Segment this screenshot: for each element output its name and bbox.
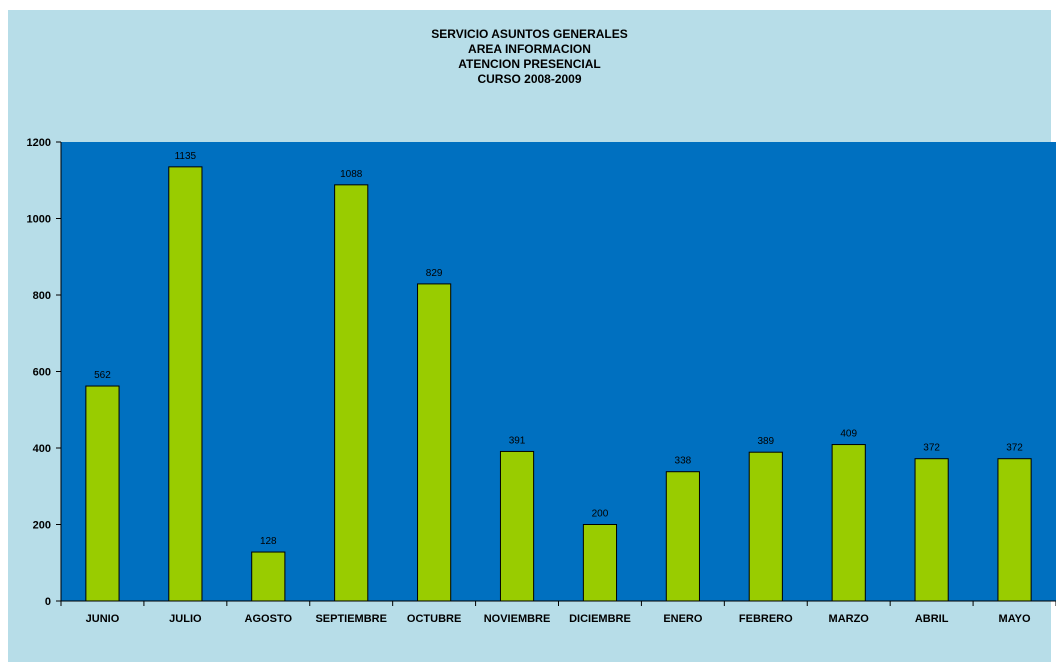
x-tick-label-septiembre: SEPTIEMBRE [315,613,387,625]
data-label-abril: 372 [923,443,940,454]
x-tick-label-junio: JUNIO [86,613,120,625]
x-tick-label-octubre: OCTUBRE [407,613,461,625]
y-tick-label: 200 [33,520,51,532]
data-label-noviembre: 391 [509,435,526,446]
bar-septiembre [334,184,369,602]
x-tick-label-julio: JULIO [169,613,202,625]
bar-abril [914,458,949,602]
bar-febrero [748,451,783,602]
x-tick-label-mayo: MAYO [999,613,1031,625]
chart-title: SERVICIO ASUNTOS GENERALES AREA INFORMAC… [8,27,1051,87]
chart-title-line-3: ATENCION PRESENCIAL [458,57,601,71]
data-label-agosto: 128 [260,536,277,547]
bar-agosto [251,551,286,602]
x-tick-label-febrero: FEBRERO [739,613,793,625]
y-tick-label: 600 [33,367,51,379]
bar-mayo [997,458,1032,602]
y-tick-label: 800 [33,290,51,302]
y-tick-label: 0 [45,596,51,608]
y-tick-label: 400 [33,443,51,455]
x-tick-label-noviembre: NOVIEMBRE [484,613,551,625]
data-label-marzo: 409 [840,429,857,440]
chart-title-line-4: CURSO 2008-2009 [477,72,582,86]
chart-title-line-1: SERVICIO ASUNTOS GENERALES [431,27,628,41]
x-tick-label-abril: ABRIL [915,613,949,625]
data-label-febrero: 389 [757,436,774,447]
x-tick-label-agosto: AGOSTO [245,613,293,625]
bars: 562 1135 128 1088 829 391 200 338 389 409 372 372 [85,151,1032,602]
data-label-julio: 1135 [175,151,197,162]
y-axis: 0 200 400 600 800 1000 1200 [27,137,62,608]
bar-diciembre [582,524,618,602]
plot-area [61,142,1056,601]
x-tick-label-diciembre: DICIEMBRE [569,613,631,625]
data-label-diciembre: 200 [592,509,609,520]
data-label-septiembre: 1088 [340,169,363,180]
bar-julio [168,166,203,602]
data-label-mayo: 372 [1006,443,1023,454]
bar-marzo [831,444,866,602]
x-axis: JUNIO JULIO AGOSTO SEPTIEMBRE OCTUBRE NOVIEMB… [60,600,1056,625]
bar-junio [85,385,120,602]
bar-octubre [417,283,452,602]
chart-title-line-2: AREA INFORMACION [468,42,591,56]
bar-enero [665,471,700,602]
y-tick-label: 1200 [27,137,51,149]
data-label-junio: 562 [94,370,111,381]
data-label-octubre: 829 [426,268,443,279]
bar-noviembre [499,450,535,602]
y-tick-label: 1000 [27,214,51,226]
x-tick-label-enero: ENERO [663,613,703,625]
data-label-enero: 338 [675,456,692,467]
x-tick-label-marzo: MARZO [829,613,870,625]
